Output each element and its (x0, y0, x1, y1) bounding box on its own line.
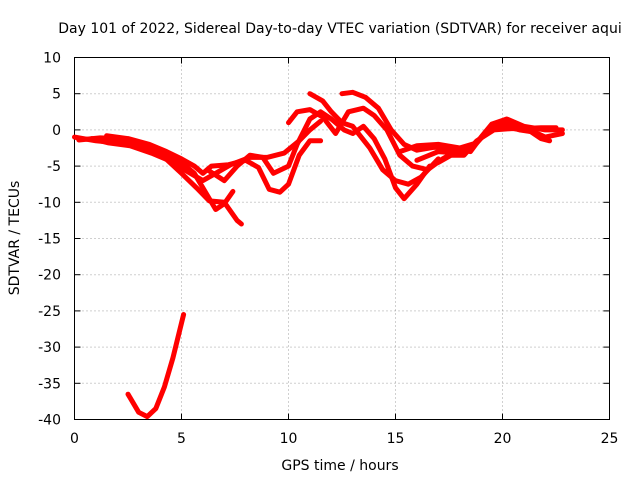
y-axis-label: SDTVAR / TECUs (7, 181, 23, 296)
y-tick-label: -35 (38, 376, 61, 392)
axis-ticks: 0 5 10 15 20 25 -40 -35 -30 -25 -20 -15 -10 -5 0 5 10 (38, 51, 618, 448)
series-line-track-7 (286, 105, 458, 173)
x-axis-label: GPS time / hours (281, 458, 398, 474)
series-line-track-6 (307, 91, 441, 187)
series-line-track-5 (204, 109, 433, 202)
x-tick-label: 10 (280, 431, 298, 447)
chart-title: Day 101 of 2022, Sidereal Day-to-day VTE… (58, 21, 621, 37)
x-tick-label: 15 (387, 431, 405, 447)
grid (74, 57, 610, 420)
series-group (72, 89, 565, 420)
y-tick-label: -30 (38, 340, 61, 356)
x-tick-label: 0 (70, 431, 79, 447)
y-tick-label: -40 (38, 413, 61, 429)
series-line-track-12 (125, 312, 187, 420)
y-tick-label: -20 (38, 268, 61, 284)
y-tick-label: 0 (52, 123, 61, 139)
y-tick-label: -10 (38, 195, 61, 211)
y-tick-label: -25 (38, 304, 61, 320)
y-tick-label: -15 (38, 232, 61, 248)
series-line-track-4 (104, 133, 324, 195)
y-tick-label: 10 (43, 51, 61, 67)
x-tick-label: 5 (177, 431, 186, 447)
y-tick-label: -5 (47, 159, 61, 175)
y-tick-label: 5 (52, 87, 61, 103)
series-line-track-11 (435, 126, 553, 165)
x-tick-label: 20 (494, 431, 512, 447)
x-tick-label: 25 (601, 431, 619, 447)
